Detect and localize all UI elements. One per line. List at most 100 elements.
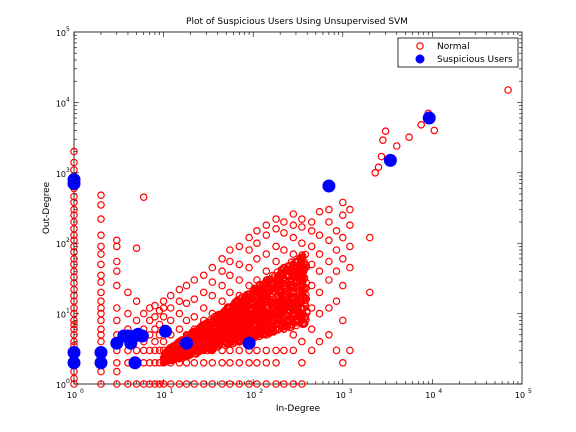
normal-point: [245, 281, 253, 290]
normal-point: [245, 358, 253, 367]
normal-point: [145, 380, 154, 388]
normal-point: [272, 358, 280, 367]
normal-point: [175, 325, 184, 334]
normal-point: [199, 316, 208, 325]
normal-point: [151, 325, 159, 334]
normal-point: [272, 346, 280, 355]
normal-point: [182, 316, 191, 325]
normal-point-cloud: [247, 321, 256, 330]
normal-point-cloud: [227, 335, 235, 344]
normal-point: [199, 380, 208, 388]
normal-point: [280, 346, 288, 355]
normal-point: [379, 136, 387, 145]
normal-point: [190, 312, 199, 321]
normal-point: [325, 276, 333, 284]
normal-point: [235, 358, 244, 367]
normal-point-cloud: [263, 295, 272, 304]
normal-point: [272, 225, 280, 233]
normal-point: [332, 246, 341, 254]
normal-point: [70, 320, 78, 329]
suspicious-point: [94, 346, 108, 359]
normal-point-cloud: [271, 281, 280, 290]
normal-point: [280, 229, 288, 237]
normal-point: [338, 254, 347, 263]
normal-point: [253, 239, 261, 248]
normal-point: [151, 380, 159, 388]
series-suspicious: [67, 111, 436, 370]
normal-point: [253, 380, 261, 388]
normal-point: [175, 380, 184, 388]
normal-point: [199, 304, 208, 312]
normal-point: [272, 215, 280, 223]
normal-point: [226, 257, 234, 266]
normal-point: [298, 276, 306, 284]
normal-point: [155, 358, 164, 367]
normal-point: [113, 257, 121, 266]
normal-point: [190, 380, 199, 388]
normal-point: [145, 346, 154, 355]
normal-point: [365, 288, 374, 297]
normal-point: [139, 193, 148, 202]
normal-point: [235, 260, 244, 269]
normal-point-cloud: [160, 353, 169, 362]
normal-point-cloud: [277, 308, 286, 317]
normal-point-cloud: [299, 285, 308, 293]
normal-point: [307, 227, 316, 235]
normal-point: [280, 218, 288, 226]
normal-point-cloud: [257, 304, 266, 313]
normal-point: [70, 158, 78, 167]
normal-point: [262, 250, 271, 258]
legend: Normal Suspicious Users: [397, 37, 519, 68]
normal-point: [315, 250, 324, 258]
normal-point: [289, 267, 298, 276]
normal-point: [245, 325, 253, 334]
normal-point-cloud: [165, 354, 173, 362]
normal-point: [97, 231, 105, 240]
normal-point-cloud: [279, 308, 288, 317]
normal-point: [325, 236, 333, 245]
y-tick-label: 10: [56, 29, 66, 38]
legend-marker-normal: [416, 42, 424, 50]
normal-point: [190, 276, 199, 284]
normal-point: [218, 281, 226, 290]
normal-point-cloud: [263, 275, 272, 284]
normal-point: [182, 358, 191, 367]
suspicious-point: [383, 153, 397, 167]
normal-point: [289, 346, 298, 355]
normal-point: [346, 263, 354, 272]
normal-point: [199, 271, 208, 280]
normal-point: [97, 297, 105, 306]
normal-point: [325, 304, 333, 312]
series-normal: [70, 86, 512, 388]
normal-point: [155, 346, 164, 355]
normal-point: [332, 346, 341, 355]
normal-point: [226, 304, 234, 312]
normal-point: [307, 218, 316, 226]
normal-point: [159, 346, 168, 355]
y-tick-label: 10: [56, 240, 66, 249]
normal-point: [289, 330, 298, 339]
normal-point-cloud: [245, 293, 254, 302]
normal-point: [262, 267, 271, 276]
normal-point: [208, 291, 217, 300]
normal-point-cloud: [171, 344, 180, 353]
normal-point: [70, 325, 78, 334]
normal-point-cloud: [178, 352, 187, 360]
x-tick-label: 10: [157, 391, 167, 400]
normal-point: [166, 380, 175, 388]
normal-point: [298, 358, 306, 367]
normal-point: [298, 223, 306, 231]
y-tick-label-exponent: 5: [66, 26, 70, 33]
normal-point: [338, 281, 347, 290]
plot-area: [67, 31, 523, 388]
normal-point: [218, 358, 226, 367]
y-tick-label-exponent: 3: [66, 167, 70, 174]
normal-point-cloud: [256, 314, 265, 322]
normal-point: [298, 239, 306, 248]
normal-point-cloud: [264, 321, 272, 329]
normal-point: [226, 358, 234, 367]
normal-point: [218, 330, 226, 339]
normal-point: [338, 316, 347, 325]
normal-point: [377, 152, 386, 161]
normal-point: [145, 316, 154, 325]
